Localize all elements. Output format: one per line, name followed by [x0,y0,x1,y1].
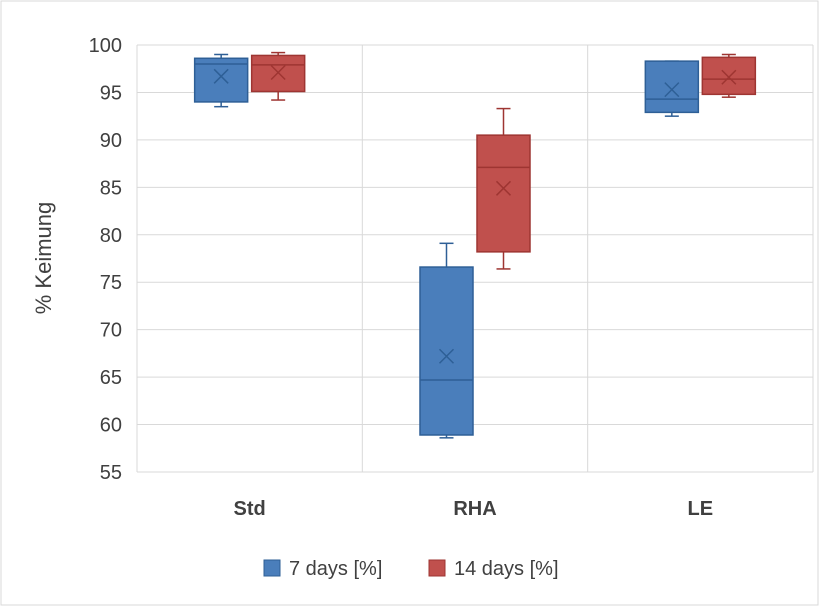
mean-marker [270,64,286,81]
y-tick-label: 85 [100,177,122,199]
mean-marker-stroke [438,348,455,364]
box-series [193,51,757,439]
mean-marker-stroke [213,68,229,84]
mean-marker [438,348,455,364]
mean-marker-stroke [721,69,737,85]
y-axis-label: % Keimung [31,202,56,315]
iqr-box [644,60,700,114]
box-1-2 [701,53,757,98]
y-tick-label: 65 [100,367,122,389]
legend-item-1: 14 days [%] [428,558,559,580]
y-tick-label: 95 [100,82,122,104]
y-tick-label: 75 [100,272,122,294]
mean-marker-stroke [664,82,680,98]
mean-marker [495,180,512,196]
mean-marker [213,68,229,84]
x-category-label: RHA [453,498,496,520]
box-0-1 [419,242,474,439]
legend-label: 14 days [%] [454,558,559,580]
iqr-box [419,266,474,436]
gridlines [136,44,814,473]
iqr-box [476,134,531,253]
box-0-0 [193,53,249,108]
mean-marker-stroke [270,64,286,81]
x-category-label: LE [688,498,714,520]
mean-marker-stroke [495,180,512,196]
y-tick-label: 80 [100,225,122,247]
box-1-1 [476,107,531,270]
legend-label: 7 days [%] [289,558,382,580]
axes: 55 60 65 70 75 80 85 90 95 100 Std RHA LE [89,35,713,520]
y-tick-label: 60 [100,415,122,437]
box-0-2 [644,60,700,117]
legend-swatch [263,559,281,577]
x-category-label: Std [234,498,266,520]
y-tick-label: 55 [100,462,122,484]
legend: 7 days [%] 14 days [%] [263,558,559,580]
mean-marker [721,69,737,85]
legend-item-0: 7 days [%] [263,558,382,580]
y-tick-label: 70 [100,320,122,342]
y-tick-label: 90 [100,130,122,152]
y-tick-label: 100 [89,35,122,57]
legend-swatch [428,559,446,577]
iqr-box [193,57,249,103]
box-1-0 [250,51,306,101]
mean-marker [664,82,680,98]
iqr-box [701,56,757,96]
